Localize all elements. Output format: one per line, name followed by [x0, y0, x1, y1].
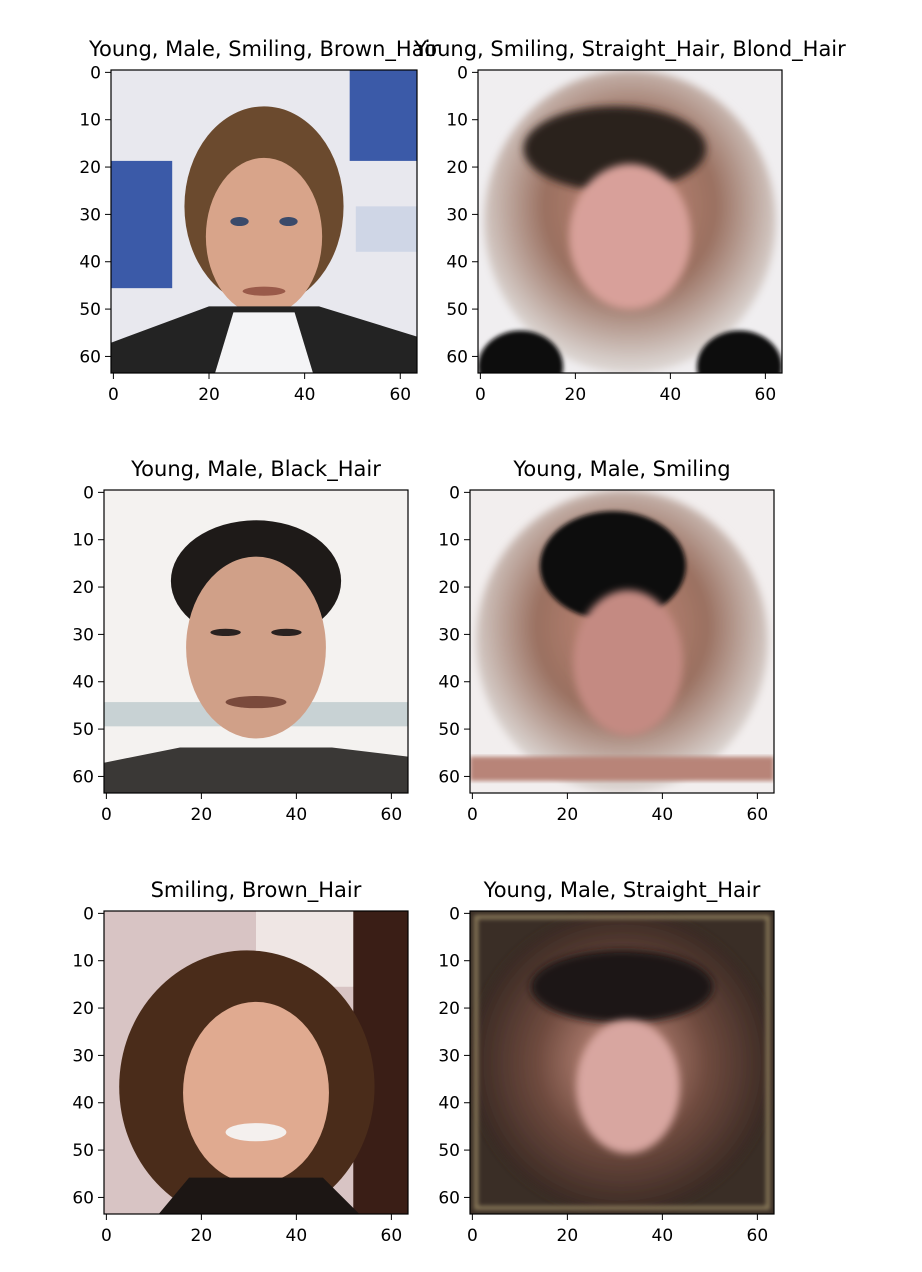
y-tick-label: 30 — [438, 625, 460, 645]
panel-title: Young, Male, Black_Hair — [130, 457, 381, 482]
face-photo-image — [104, 490, 408, 793]
y-tick-label: 50 — [438, 720, 460, 740]
y-tick-label: 40 — [79, 253, 101, 273]
y-tick-label: 0 — [449, 904, 460, 924]
x-tick-label: 20 — [557, 1226, 579, 1246]
x-tick-label: 60 — [389, 385, 411, 405]
x-tick-label: 40 — [660, 385, 682, 405]
generated-face-image — [470, 490, 774, 793]
axes-frame — [103, 910, 409, 1215]
y-tick-label: 0 — [83, 483, 94, 503]
x-tick-label: 20 — [198, 385, 220, 405]
y-tick-label: 50 — [79, 300, 101, 320]
y-tick-label: 50 — [72, 1141, 94, 1161]
x-tick-label: 60 — [747, 1226, 769, 1246]
y-tick-label: 40 — [72, 1094, 94, 1114]
y-tick-label: 0 — [449, 483, 460, 503]
panel-bottom-right: Young, Male, Straight_Hair 0 20 40 60 0 10 20 30… — [438, 878, 775, 1246]
panel-title: Young, Male, Smiling — [512, 457, 730, 481]
y-tick-label: 20 — [438, 999, 460, 1019]
y-tick-label: 60 — [438, 767, 460, 787]
x-tick-label: 40 — [286, 1226, 308, 1246]
x-tick-label: 0 — [101, 805, 112, 825]
y-tick-label: 50 — [446, 300, 468, 320]
panel-title: Young, Male, Straight_Hair — [483, 878, 761, 903]
x-tick-label: 60 — [381, 805, 403, 825]
generated-face-image — [470, 911, 774, 1214]
y-tick-label: 10 — [438, 952, 460, 972]
y-tick-label: 30 — [72, 1046, 94, 1066]
y-tick-label: 50 — [438, 1141, 460, 1161]
y-tick-label: 10 — [438, 531, 460, 551]
y-tick-label: 30 — [438, 1046, 460, 1066]
x-tick-label: 20 — [557, 805, 579, 825]
y-tick-label: 0 — [457, 63, 468, 83]
y-tick-label: 50 — [72, 720, 94, 740]
y-tick-label: 10 — [446, 111, 468, 131]
x-tick-label: 60 — [755, 385, 777, 405]
panel-top-right: Young, Smiling, Straight_Hair, Blond_Hai… — [413, 37, 846, 405]
x-tick-label: 60 — [381, 1226, 403, 1246]
x-tick-label: 40 — [294, 385, 316, 405]
x-tick-label: 0 — [467, 805, 478, 825]
y-tick-label: 40 — [438, 1094, 460, 1114]
panel-middle-right: Young, Male, Smiling 0 20 40 60 0 10 20 30 40 50 60 — [438, 457, 775, 825]
axes-frame — [477, 69, 783, 374]
y-tick-label: 30 — [446, 205, 468, 225]
y-tick-label: 10 — [79, 111, 101, 131]
x-tick-label: 40 — [286, 805, 308, 825]
panel-title: Young, Male, Smiling, Brown_Hair — [88, 37, 439, 62]
axes-frame — [110, 69, 418, 374]
y-tick-label: 10 — [72, 952, 94, 972]
x-tick-label: 0 — [475, 385, 486, 405]
y-tick-label: 0 — [90, 63, 101, 83]
x-tick-label: 0 — [467, 1226, 478, 1246]
panel-bottom-left: Smiling, Brown_Hair 0 20 40 60 0 10 20 30 40 50 60 — [72, 878, 409, 1246]
x-tick-label: 40 — [652, 1226, 674, 1246]
y-tick-label: 20 — [438, 578, 460, 598]
y-tick-label: 60 — [79, 347, 101, 367]
y-tick-label: 20 — [446, 158, 468, 178]
panel-middle-left: Young, Male, Black_Hair 0 20 40 60 0 10 20 30 40 5… — [72, 457, 409, 825]
y-tick-label: 30 — [79, 205, 101, 225]
y-tick-label: 20 — [72, 578, 94, 598]
axes-frame — [469, 910, 775, 1215]
x-tick-label: 0 — [108, 385, 119, 405]
y-tick-label: 10 — [72, 531, 94, 551]
x-tick-label: 60 — [747, 805, 769, 825]
y-tick-label: 60 — [438, 1188, 460, 1208]
y-tick-label: 60 — [72, 1188, 94, 1208]
panel-title: Smiling, Brown_Hair — [151, 878, 362, 903]
y-tick-label: 60 — [446, 347, 468, 367]
y-tick-label: 60 — [72, 767, 94, 787]
axes-frame — [469, 489, 775, 794]
x-tick-label: 20 — [191, 1226, 213, 1246]
y-tick-label: 20 — [72, 999, 94, 1019]
generated-face-image — [478, 70, 782, 373]
x-tick-label: 0 — [101, 1226, 112, 1246]
face-photo-image — [104, 911, 408, 1214]
x-tick-label: 40 — [652, 805, 674, 825]
axes-frame — [103, 489, 409, 794]
y-tick-label: 0 — [83, 904, 94, 924]
y-tick-label: 40 — [438, 673, 460, 693]
x-tick-label: 20 — [565, 385, 587, 405]
panel-title: Young, Smiling, Straight_Hair, Blond_Hai… — [413, 37, 846, 62]
y-tick-label: 40 — [72, 673, 94, 693]
face-photo-image — [111, 70, 417, 373]
y-tick-label: 20 — [79, 158, 101, 178]
x-tick-label: 20 — [191, 805, 213, 825]
y-tick-label: 30 — [72, 625, 94, 645]
y-tick-label: 40 — [446, 253, 468, 273]
